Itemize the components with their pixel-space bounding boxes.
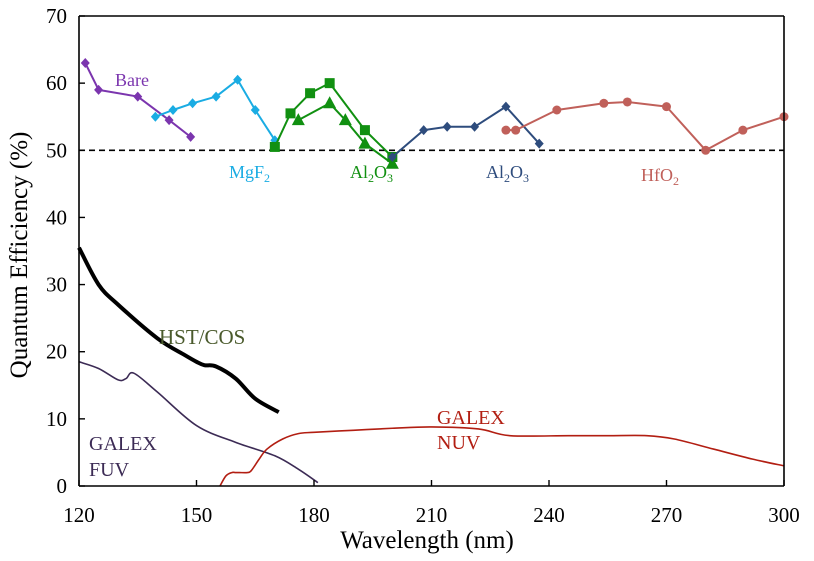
series-line-al2o3-square bbox=[273, 82, 394, 158]
label-al2o3-blue-3: O bbox=[510, 162, 523, 182]
data-point-al2o3-square bbox=[285, 108, 296, 119]
label-galex-nuv-2: NUV bbox=[437, 432, 481, 454]
y-tick-label: 10 bbox=[46, 407, 67, 431]
data-point-al2o3-triangle bbox=[338, 113, 352, 126]
series-line-al2o3-triangle bbox=[297, 102, 393, 165]
x-tick-label: 240 bbox=[533, 503, 565, 527]
label-al2o3-blue-2: 2 bbox=[504, 171, 510, 185]
data-point-al2o3-blue bbox=[534, 138, 544, 149]
series-line-hst-cos bbox=[77, 246, 280, 414]
label-al2o3-green-4: 3 bbox=[387, 171, 393, 185]
data-point-al2o3-triangle bbox=[385, 156, 399, 169]
data-point-mgf2 bbox=[211, 91, 221, 102]
axes-group: 120 150 180 210 240 270 300 0 10 20 30 40 50 60 70 bbox=[46, 4, 800, 527]
label-hfo2-sub: 2 bbox=[673, 174, 679, 188]
label-al2o3-green: Al2O3 bbox=[350, 162, 393, 185]
data-point-al2o3-square bbox=[359, 125, 370, 136]
label-galex-fuv-2: FUV bbox=[89, 459, 130, 481]
label-al2o3-blue: Al2O3 bbox=[486, 162, 529, 185]
data-point-hfo2 bbox=[701, 145, 711, 155]
label-al2o3-green-2: 2 bbox=[368, 171, 374, 185]
data-point-hfo2 bbox=[622, 97, 632, 107]
y-tick-label: 50 bbox=[46, 138, 67, 162]
label-hst-cos: HST/COS bbox=[159, 325, 245, 349]
data-point-mgf2 bbox=[188, 98, 198, 109]
data-point-mgf2 bbox=[150, 111, 160, 122]
label-al2o3-green-3: O bbox=[374, 162, 387, 182]
y-axis-label: Quantum Efficiency (%) bbox=[6, 132, 33, 379]
data-point-hfo2 bbox=[662, 102, 671, 112]
y-tick-label: 60 bbox=[46, 71, 67, 95]
label-mgf2-main: MgF bbox=[229, 162, 264, 182]
label-hfo2-main: HfO bbox=[641, 165, 673, 185]
x-tick-label: 120 bbox=[63, 503, 95, 527]
data-point-bare bbox=[94, 84, 104, 95]
data-point-hfo2 bbox=[738, 125, 748, 135]
data-point-al2o3-blue bbox=[470, 121, 480, 132]
data-point-mgf2 bbox=[168, 105, 178, 115]
series-line-galex-nuv bbox=[219, 426, 785, 487]
data-point-al2o3-blue bbox=[501, 101, 511, 112]
data-point-al2o3-blue bbox=[442, 121, 452, 132]
data-point-al2o3-triangle bbox=[291, 113, 305, 126]
x-tick-label: 180 bbox=[298, 503, 330, 527]
data-point-mgf2 bbox=[233, 74, 243, 85]
series-line-al2o3-blue bbox=[391, 105, 540, 158]
series-group bbox=[77, 58, 789, 487]
label-bare: Bare bbox=[115, 70, 149, 90]
data-point-al2o3-square bbox=[269, 141, 280, 152]
data-point-hfo2 bbox=[599, 98, 609, 108]
x-tick-label: 270 bbox=[651, 503, 683, 527]
label-al2o3-blue-1: Al bbox=[486, 162, 504, 182]
data-point-al2o3-square bbox=[305, 88, 316, 99]
label-mgf2: MgF2 bbox=[229, 162, 270, 185]
data-point-mgf2 bbox=[250, 105, 260, 115]
label-galex-nuv-1: GALEX bbox=[437, 407, 505, 429]
data-point-bare bbox=[186, 131, 196, 142]
label-al2o3-blue-4: 3 bbox=[523, 171, 529, 185]
data-point-hfo2 bbox=[501, 125, 511, 135]
y-tick-label: 20 bbox=[46, 340, 67, 364]
data-point-bare bbox=[133, 91, 143, 102]
data-point-al2o3-triangle bbox=[323, 96, 337, 109]
data-point-bare bbox=[164, 115, 174, 126]
series-line-galex-fuv bbox=[78, 361, 319, 484]
label-mgf2-sub: 2 bbox=[264, 171, 270, 185]
data-point-al2o3-blue bbox=[387, 152, 397, 162]
data-point-bare bbox=[80, 58, 90, 68]
x-tick-label: 300 bbox=[768, 503, 800, 527]
label-galex-fuv-1: GALEX bbox=[89, 433, 157, 455]
data-point-al2o3-square bbox=[324, 78, 335, 89]
data-point-hfo2 bbox=[552, 105, 562, 115]
data-point-al2o3-triangle bbox=[358, 136, 372, 149]
y-tick-label: 40 bbox=[46, 205, 67, 229]
x-tick-label: 150 bbox=[181, 503, 213, 527]
y-tick-label: 70 bbox=[46, 4, 67, 28]
data-point-hfo2 bbox=[511, 125, 521, 135]
y-tick-label: 0 bbox=[57, 474, 68, 498]
x-axis-label: Wavelength (nm) bbox=[340, 527, 514, 554]
label-hfo2: HfO2 bbox=[641, 165, 679, 188]
x-tick-label: 210 bbox=[416, 503, 448, 527]
label-al2o3-green-1: Al bbox=[350, 162, 368, 182]
y-tick-label: 30 bbox=[46, 273, 67, 297]
data-point-al2o3-blue bbox=[419, 125, 429, 136]
